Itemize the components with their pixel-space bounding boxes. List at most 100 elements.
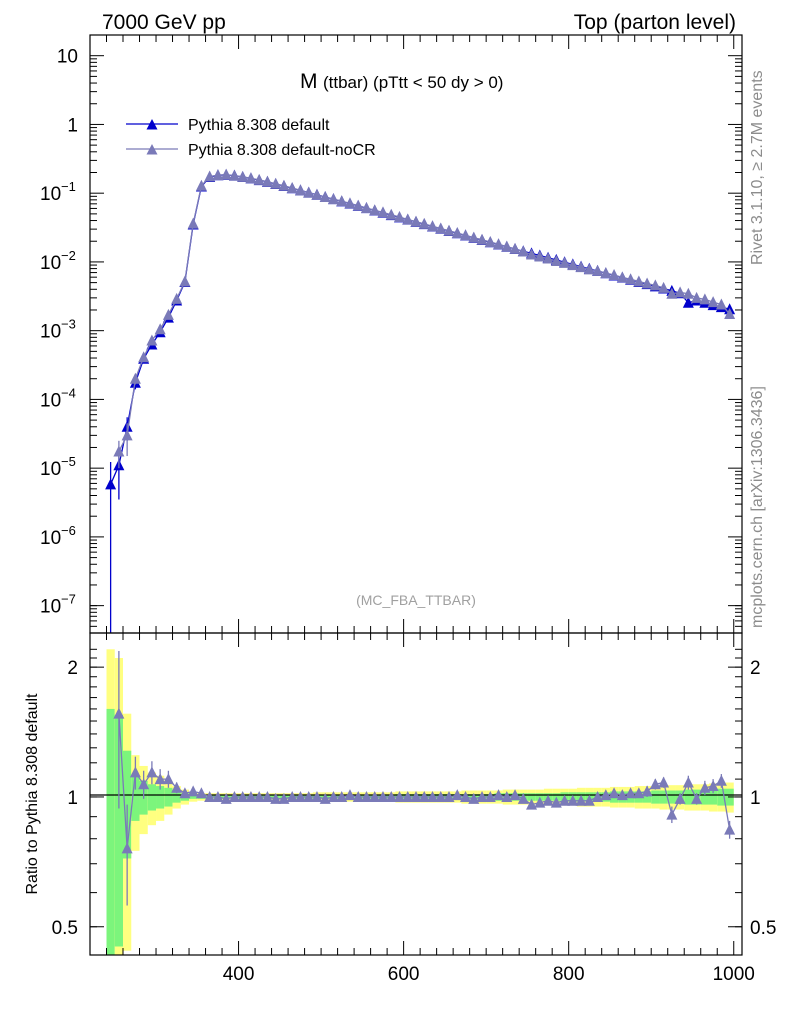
nocr-point [204,170,216,182]
ratio-point [666,808,678,820]
ratio-band-inner [700,789,709,805]
ratio-band-inner [147,784,157,811]
nocr-point [641,277,653,289]
ratio-point [377,790,389,802]
ratio-point [658,776,670,788]
nocr-point [526,248,538,260]
nocr-point [171,292,183,304]
ratio-band-inner [114,714,124,947]
nocr-point [550,255,562,267]
ratio-point [575,794,587,806]
ratio-point [616,789,628,801]
ratio-band-inner [708,789,718,805]
legend: Pythia 8.308 default Pythia 8.308 defaul… [126,117,376,159]
nocr-point [385,208,397,220]
nocr-point [393,211,405,223]
ratio-point [542,794,554,806]
nocr-point [270,177,282,189]
ratio-point [699,781,711,793]
ratio-point [286,790,298,802]
ratio-point [625,787,637,799]
ratio-band-inner [667,790,676,804]
main-ytick-base: 10 [40,390,61,411]
nocr-point [377,206,389,218]
ratio-point [228,790,240,802]
ratio-point [682,776,694,788]
nocr-point [451,227,463,239]
ratio-point [484,790,496,802]
ratio-point [204,790,216,802]
ratio-point [501,790,513,802]
nocr-point [327,193,339,205]
nocr-point [443,224,455,236]
main-ytick-base: 10 [40,253,61,274]
ratio-point [121,842,133,854]
ratio-point [707,780,719,792]
nocr-point [583,263,595,275]
ratio-xtick-label: 1000 [713,964,755,985]
ratio-tick-labels: 400 600 800 1000 0.5 0.5 1 1 2 2 [52,658,777,985]
ratio-point [154,773,166,785]
ratio-point [567,794,579,806]
nocr-point [245,172,257,184]
ratio-point [344,789,356,801]
main-ytick-label: 1 [67,115,78,136]
nocr-point [162,308,174,320]
nocr-point [484,235,496,247]
ratio-point [113,707,125,719]
ratio-ytick-label-left: 2 [67,658,78,679]
ratio-band-inner [527,793,536,801]
nocr-series-line [118,174,731,452]
legend-label-default: Pythia 8.308 default [188,117,330,134]
ratio-point [451,789,463,801]
main-ytick-exponent: −4 [61,385,76,400]
main-ytick-base: 10 [40,459,61,480]
nocr-point [220,168,232,180]
ratio-point [460,790,472,802]
nocr-point [575,261,587,273]
plot-title-rest: (ttbar) (pTtt < 50 dy > 0) [323,73,503,92]
ratio-point [187,785,199,797]
nocr-point [129,372,141,384]
nocr-point [460,229,472,241]
default-series-line [110,174,730,485]
nocr-point [121,429,133,441]
ratio-point [583,794,595,806]
main-ytick-exponent: −6 [61,523,76,538]
ratio-band-inner [651,790,660,804]
ratio-ytick-label-right: 1 [750,788,761,809]
ratio-band-inner [106,708,115,955]
main-ytick-base: 10 [40,528,61,549]
header-right: Top (parton level) [574,11,736,34]
ratio-point [146,766,158,778]
nocr-point [715,298,727,310]
nocr-point [666,287,678,299]
nocr-point [476,233,488,245]
nocr-point [592,264,604,276]
ratio-point [336,790,348,802]
nocr-point [146,334,158,346]
ratio-band-inner [189,795,198,799]
nocr-point [682,287,694,299]
ratio-xtick-label: 400 [223,964,255,985]
ratio-ytick-label-left: 0.5 [52,918,78,939]
ratio-point [237,790,249,802]
ratio-point [360,790,372,802]
nocr-point [311,188,323,200]
nocr-point [608,269,620,281]
nocr-point [294,184,306,196]
nocr-point [517,245,529,257]
nocr-point [352,199,364,211]
ratio-point [724,823,736,835]
legend-label-nocr: Pythia 8.308 default-noCR [188,142,376,159]
ratio-point [550,796,562,808]
nocr-point [418,217,430,229]
legend-marker-default [146,119,158,130]
nocr-point [674,286,686,298]
ratio-panel: 400 600 800 1000 0.5 0.5 1 1 2 2 Ratio to Pythia … [24,632,777,985]
nocr-point [261,175,273,187]
nocr-point [212,169,224,181]
ratio-point [691,792,703,804]
